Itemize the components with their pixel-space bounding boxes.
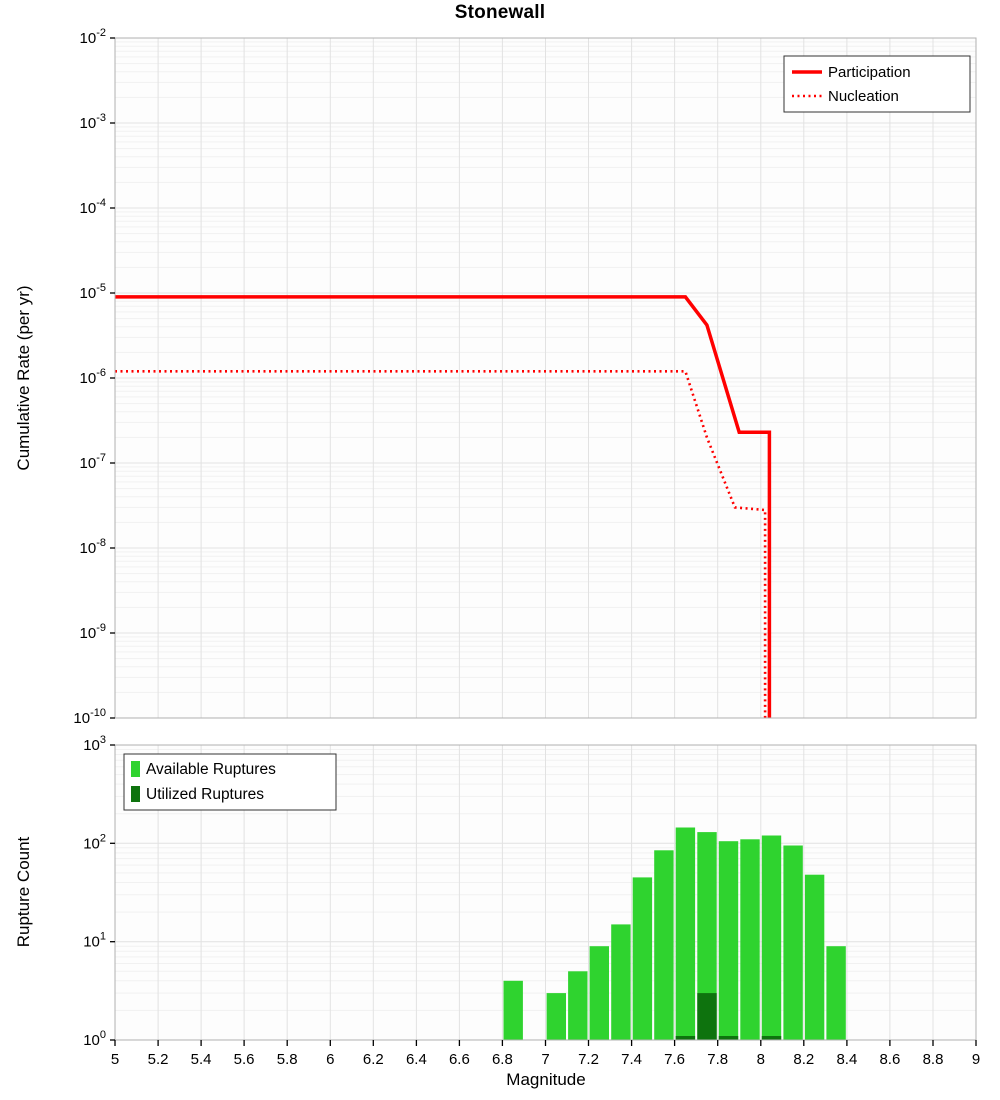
utilized-rupture-bar: [675, 1036, 696, 1040]
available-rupture-bar: [675, 827, 696, 1040]
x-tick-label: 8.2: [793, 1051, 814, 1068]
y-tick-label: 100: [83, 1029, 106, 1049]
x-tick-label: 8.8: [923, 1051, 944, 1068]
x-tick-label: 5.8: [277, 1051, 298, 1068]
x-tick-label: 8.4: [836, 1051, 857, 1068]
y-tick-label: 10-6: [80, 367, 106, 387]
nucleation-line: [115, 369, 767, 718]
x-tick-label: 5.4: [191, 1051, 212, 1068]
y-tick-label: 10-8: [80, 537, 106, 557]
x-tick-label: 7: [541, 1051, 549, 1068]
legend-swatch: [131, 786, 140, 802]
rate-series: [115, 295, 772, 718]
x-tick-label: 6: [326, 1051, 334, 1068]
rupture-bars: [503, 827, 846, 1040]
y-tick-label: 103: [83, 734, 106, 754]
y-tick-label: 10-7: [80, 452, 106, 472]
legend-label: Nucleation: [828, 88, 899, 105]
rupture-count-plot: 103 102 101 100 5 5.2 5.4 5.6 5.8 6 6.2 6.4 6.6 6.8 7 7…: [83, 734, 980, 1068]
y-tick-label: 101: [83, 931, 106, 951]
cumulative-rate-plot: 10-2 10-3 10-4 10-5 10-6 10-7 10-8 10-9 10-10 Par…: [73, 27, 977, 727]
available-rupture-bar: [503, 980, 523, 1040]
x-tick-label: 7.4: [621, 1051, 642, 1068]
chart-title: Stonewall: [454, 2, 546, 23]
legend-label: Utilized Ruptures: [146, 786, 264, 803]
utilized-rupture-bar: [718, 1036, 739, 1040]
legend-swatch: [131, 761, 140, 777]
x-tick-label: 5: [111, 1051, 119, 1068]
y-tick-label: 10-5: [80, 282, 106, 302]
y-axis: 103 102 101 100: [83, 734, 115, 1049]
x-tick-label: 6.6: [449, 1051, 470, 1068]
available-rupture-bar: [761, 835, 782, 1040]
available-rupture-bar: [697, 832, 717, 1040]
rate-legend: Participation Nucleation: [783, 55, 971, 113]
x-tick-label: 7.6: [664, 1051, 685, 1068]
available-rupture-bar: [740, 839, 760, 1040]
available-rupture-bar: [589, 946, 609, 1040]
x-tick-label: 5.2: [148, 1051, 169, 1068]
utilized-rupture-bar: [697, 993, 717, 1040]
x-tick-label: 6.4: [406, 1051, 427, 1068]
x-tick-label: 6.2: [363, 1051, 384, 1068]
x-axis: 5 5.2 5.4 5.6 5.8 6 6.2 6.4 6.6 6.8 7 7.2 7.4 7.6 7.8 8…: [111, 1040, 980, 1068]
x-axis-label-magnitude: Magnitude: [506, 1070, 586, 1089]
available-rupture-bar: [632, 877, 653, 1040]
participation-line: [115, 295, 772, 718]
y-tick-label: 10-9: [80, 622, 106, 642]
legend-box: [783, 55, 971, 113]
y-tick-label: 102: [83, 832, 106, 852]
available-rupture-bar: [654, 850, 674, 1040]
legend-box: [123, 753, 337, 811]
y-tick-label: 10-10: [73, 707, 106, 727]
available-rupture-bar: [783, 845, 803, 1040]
available-rupture-bar: [826, 946, 846, 1040]
x-tick-label: 8.6: [879, 1051, 900, 1068]
x-tick-label: 9: [972, 1051, 980, 1068]
x-tick-label: 8: [757, 1051, 765, 1068]
x-tick-label: 7.8: [707, 1051, 728, 1068]
rupture-legend: Available Ruptures Utilized Ruptures: [123, 753, 337, 811]
available-rupture-bar: [718, 841, 739, 1040]
available-rupture-bar: [546, 993, 566, 1040]
x-tick-label: 7.2: [578, 1051, 599, 1068]
gridlines: [114, 37, 977, 719]
available-rupture-bar: [611, 924, 631, 1040]
legend-label: Participation: [828, 64, 911, 81]
available-rupture-bar: [804, 874, 825, 1040]
y-axis: 10-2 10-3 10-4 10-5 10-6 10-7 10-8 10-9 10-10: [73, 27, 115, 727]
x-tick-label: 6.8: [492, 1051, 513, 1068]
y-tick-label: 10-3: [80, 112, 106, 132]
utilized-rupture-bar: [761, 1036, 782, 1040]
y-tick-label: 10-4: [80, 197, 106, 217]
legend-label: Available Ruptures: [146, 761, 276, 778]
available-rupture-bar: [568, 971, 588, 1040]
y-tick-label: 10-2: [80, 27, 106, 47]
x-tick-label: 5.6: [234, 1051, 255, 1068]
